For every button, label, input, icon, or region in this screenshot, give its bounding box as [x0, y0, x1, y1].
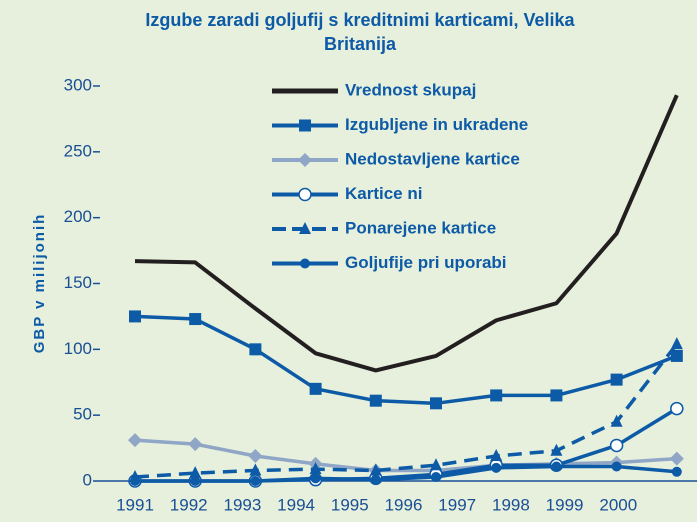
marker [609, 438, 624, 453]
x-tick-label: 1993 [223, 495, 261, 514]
marker [188, 437, 203, 452]
marker [611, 461, 622, 472]
legend-label: Goljufije pri uporabi [345, 253, 507, 272]
marker [189, 313, 202, 326]
marker [551, 461, 562, 472]
marker [249, 463, 262, 476]
series-line [134, 94, 679, 373]
x-tick-label: 1999 [546, 495, 584, 514]
x-tick-label: 1997 [438, 495, 476, 514]
x-tick-label: 2000 [599, 495, 637, 514]
legend-label: Izgubljene in ukradene [345, 115, 528, 134]
marker [248, 448, 263, 463]
y-tick-label: 200 [64, 207, 92, 226]
marker [370, 474, 381, 485]
marker [129, 310, 141, 323]
marker [190, 476, 201, 486]
legend-marker [299, 119, 311, 132]
marker [430, 397, 442, 410]
marker [369, 394, 382, 407]
legend-marker [299, 222, 311, 234]
marker [250, 476, 261, 486]
legend-marker [298, 153, 312, 167]
marker [550, 389, 563, 402]
legend-label: Nedostavljene kartice [345, 149, 520, 168]
marker [130, 476, 140, 486]
marker [189, 466, 202, 479]
legend-marker [300, 258, 310, 269]
marker [430, 458, 442, 471]
marker [550, 443, 563, 456]
legend-label: Vrednost skupaj [345, 80, 476, 99]
marker [309, 462, 322, 475]
marker [669, 451, 684, 466]
x-tick-label: 1992 [170, 495, 208, 514]
y-tick-label: 50 [73, 405, 92, 424]
marker [310, 473, 321, 484]
x-tick-label: 1998 [492, 495, 530, 514]
y-tick-label: 100 [64, 339, 92, 358]
y-tick-label: 0 [83, 470, 92, 489]
marker [249, 343, 262, 356]
x-tick-label: 1995 [331, 495, 369, 514]
series-line [135, 464, 677, 483]
title-box: Izgube zaradi goljufij s kreditnimi kart… [145, 10, 575, 54]
series-line [134, 438, 677, 473]
legend-label: Ponarejene kartice [345, 218, 496, 237]
marker [491, 462, 502, 473]
x-tick-label: 1994 [277, 495, 315, 514]
series-line [134, 342, 679, 479]
marker [670, 337, 683, 350]
marker [490, 448, 503, 461]
marker [128, 433, 142, 448]
y-tick-label: 150 [64, 273, 92, 292]
marker [610, 373, 623, 386]
chart-title: Izgube zaradi goljufij s kreditnimi kart… [145, 10, 575, 54]
series-line [134, 314, 678, 406]
marker [671, 466, 682, 477]
marker [610, 414, 623, 427]
x-tick-label: 1991 [116, 495, 154, 514]
marker [431, 472, 441, 483]
marker [490, 389, 503, 402]
legend-label: Kartice ni [345, 184, 422, 203]
marker [309, 382, 322, 395]
marker [670, 401, 684, 416]
y-tick-label: 250 [64, 141, 92, 160]
x-tick-label: 1996 [385, 495, 423, 514]
y-axis-label: GBP v milijonih [31, 213, 48, 354]
y-tick-label: 300 [64, 75, 92, 94]
legend-marker [298, 187, 312, 202]
marker [369, 463, 382, 476]
marker [670, 349, 683, 362]
